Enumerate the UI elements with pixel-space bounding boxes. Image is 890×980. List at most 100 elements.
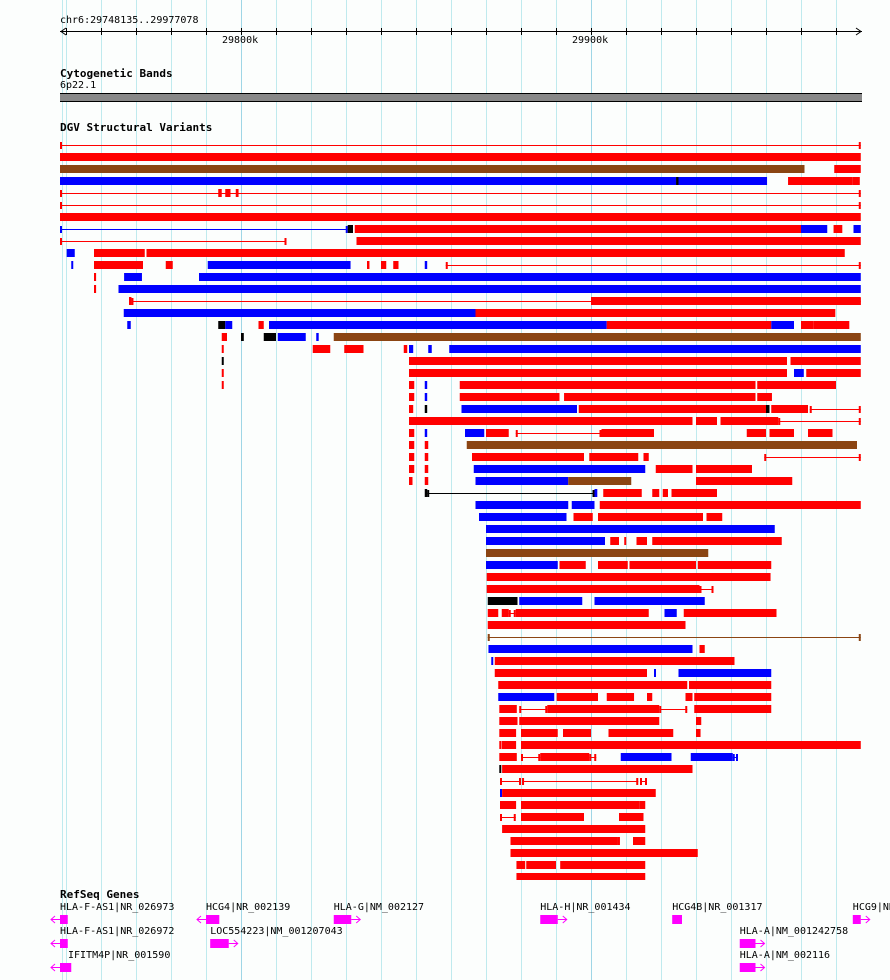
strand-arrow-right-icon bbox=[755, 963, 766, 972]
variant-loss-tick bbox=[500, 778, 502, 785]
gene-model[interactable] bbox=[0, 961, 890, 973]
gene-model[interactable] bbox=[0, 913, 890, 925]
variant-gain-tick bbox=[736, 754, 738, 761]
variant-loss-tick bbox=[858, 262, 861, 269]
variant-loss bbox=[697, 561, 772, 569]
variant-other bbox=[424, 489, 428, 497]
variant-loss bbox=[608, 729, 674, 737]
gene-exon bbox=[739, 963, 756, 972]
gene-label[interactable]: HLA-F-AS1|NR_026972 bbox=[60, 926, 175, 937]
gene-label[interactable]: IFITM4P|NR_001590 bbox=[68, 950, 171, 961]
variant-row bbox=[60, 165, 861, 173]
variant-other-tick bbox=[427, 490, 430, 497]
variant-loss-tick bbox=[519, 706, 522, 713]
variant-loss bbox=[487, 621, 686, 629]
variant-loss bbox=[494, 669, 647, 677]
gene-label[interactable]: HLA-H|NR_001434 bbox=[540, 902, 631, 913]
variant-loss bbox=[499, 753, 517, 761]
gene-label[interactable]: HCG9|NR_ bbox=[852, 902, 890, 913]
variant-loss bbox=[409, 357, 787, 365]
variant-loss bbox=[354, 225, 801, 233]
variant-loss bbox=[502, 825, 646, 833]
variant-loss bbox=[696, 417, 717, 425]
variant-gain bbox=[479, 513, 567, 521]
variant-row bbox=[510, 837, 646, 845]
variant-gain bbox=[654, 669, 656, 677]
variant-loss-tick bbox=[599, 430, 602, 437]
ruler-right-arrow-icon bbox=[855, 27, 862, 36]
gene-model[interactable] bbox=[0, 913, 890, 925]
variant-loss bbox=[521, 813, 584, 821]
variant-gain bbox=[571, 501, 595, 509]
variant-row bbox=[409, 429, 833, 437]
variant-loss bbox=[699, 645, 705, 653]
variant-row bbox=[60, 225, 861, 233]
variant-loss bbox=[500, 801, 517, 809]
dgv-variants-track[interactable] bbox=[0, 0, 890, 880]
variant-loss bbox=[603, 489, 642, 497]
gene-model[interactable] bbox=[0, 937, 890, 949]
gene-label[interactable]: HLA-G|NM_002127 bbox=[333, 902, 425, 913]
gene-exon bbox=[210, 939, 229, 948]
variant-loss bbox=[769, 429, 794, 437]
gene-label[interactable]: HCG4|NR_002139 bbox=[206, 902, 291, 913]
base-position-ruler[interactable] bbox=[0, 0, 890, 50]
variant-row bbox=[487, 634, 861, 641]
variant-loss-tick bbox=[858, 454, 861, 461]
gene-label[interactable]: HLA-A|NM_002116 bbox=[739, 950, 831, 961]
variant-loss-tick bbox=[538, 754, 541, 761]
variant-loss-tick bbox=[284, 238, 287, 245]
variant-row bbox=[491, 657, 735, 665]
variant-loss bbox=[409, 429, 415, 437]
variant-loss bbox=[757, 381, 787, 389]
variant-loss bbox=[486, 429, 509, 437]
variant-row bbox=[499, 753, 738, 761]
variant-loss bbox=[516, 873, 646, 880]
variant-gain-loss bbox=[333, 333, 861, 341]
variant-loss bbox=[146, 249, 845, 257]
gene-model[interactable] bbox=[0, 961, 890, 973]
cytoband-track-title[interactable]: Cytogenetic Bands bbox=[60, 67, 173, 80]
variant-loss bbox=[344, 345, 364, 353]
position-label: chr6:29748135..29977078 bbox=[60, 15, 199, 26]
variant-loss bbox=[652, 537, 782, 545]
dgv-track-title[interactable]: DGV Structural Variants bbox=[60, 121, 213, 134]
variant-loss-tick bbox=[515, 430, 518, 437]
variant-loss bbox=[706, 513, 723, 521]
variant-other bbox=[766, 405, 770, 413]
variant-loss bbox=[459, 381, 756, 389]
gene-label[interactable]: HCG4B|NR_001317 bbox=[672, 902, 763, 913]
gene-model[interactable] bbox=[0, 937, 890, 949]
gene-model[interactable] bbox=[0, 913, 890, 925]
gene-label[interactable]: HLA-F-AS1|NR_026973 bbox=[60, 902, 175, 913]
gene-exon bbox=[852, 915, 861, 924]
gene-model[interactable] bbox=[0, 913, 890, 925]
variant-row bbox=[409, 465, 752, 473]
variant-loss bbox=[521, 741, 861, 749]
variant-loss-tick bbox=[858, 190, 861, 197]
variant-gain bbox=[475, 501, 569, 509]
gene-model[interactable] bbox=[0, 937, 890, 949]
gene-label[interactable]: LOC554223|NM_001207043 bbox=[210, 926, 343, 937]
gene-model[interactable] bbox=[0, 913, 890, 925]
variant-loss bbox=[662, 489, 668, 497]
gene-model[interactable] bbox=[0, 913, 890, 925]
strand-arrow-right-icon bbox=[557, 915, 568, 924]
strand-arrow-left-icon bbox=[50, 939, 60, 948]
variant-loss bbox=[516, 861, 526, 869]
variant-row bbox=[221, 333, 861, 341]
variant-gain bbox=[771, 321, 794, 329]
cytoband-bar[interactable] bbox=[60, 93, 862, 102]
variant-loss bbox=[521, 729, 558, 737]
variant-loss-tick bbox=[636, 778, 639, 785]
refseq-track-title[interactable]: RefSeq Genes bbox=[60, 888, 140, 901]
variant-gain bbox=[424, 393, 428, 401]
variant-gain bbox=[127, 321, 131, 329]
variant-gain bbox=[269, 321, 607, 329]
variant-loss-tick bbox=[858, 202, 861, 209]
variant-gain bbox=[207, 261, 351, 269]
variant-row bbox=[498, 693, 772, 701]
gene-label[interactable]: HLA-A|NM_001242758 bbox=[739, 926, 849, 937]
variant-row bbox=[500, 789, 656, 797]
